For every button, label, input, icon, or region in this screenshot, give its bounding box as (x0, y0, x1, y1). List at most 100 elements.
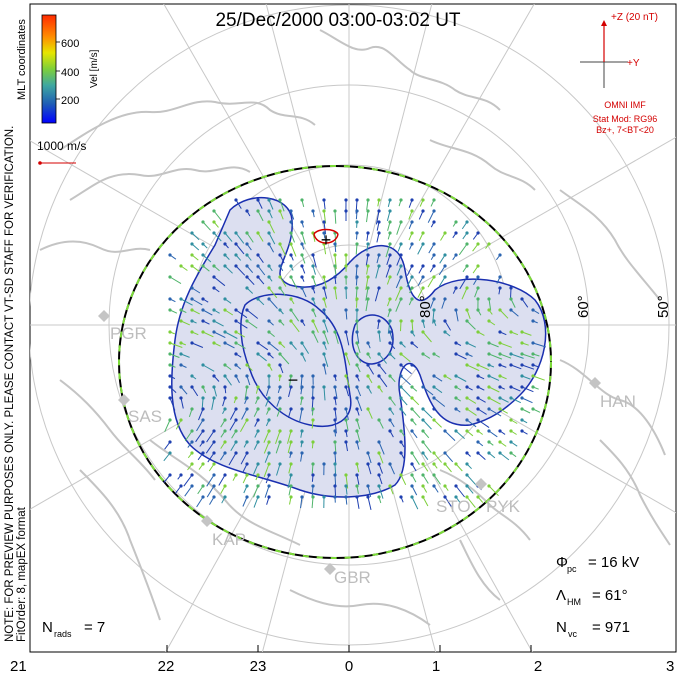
velocity-vector-origin (223, 418, 227, 422)
velocity-vector-origin (168, 363, 172, 367)
velocity-vector-origin (168, 308, 172, 312)
mlt-tick-0: 0 (345, 658, 353, 674)
velocity-vector-origin (300, 341, 304, 345)
velocity-vector-origin (377, 352, 381, 356)
velocity-vector-origin (520, 396, 524, 400)
velocity-vector (488, 397, 501, 405)
velocity-vector (202, 364, 215, 372)
velocity-vector-origin (311, 473, 315, 477)
velocity-vector-origin (355, 429, 359, 433)
velocity-vector (211, 397, 215, 410)
velocity-vector (499, 342, 512, 348)
velocity-vector-origin (289, 451, 293, 455)
velocity-vector-origin (212, 495, 216, 499)
velocity-vector (422, 419, 432, 430)
velocity-vector-origin (377, 209, 381, 213)
velocity-vector (241, 408, 248, 420)
velocity-vector-origin (432, 253, 436, 257)
velocity-vector-origin (179, 341, 183, 345)
velocity-vector-origin (487, 363, 491, 367)
velocity-vector (202, 331, 214, 338)
velocity-vector-origin (531, 319, 535, 323)
mlt-axis-ticks (29, 645, 677, 652)
velocity-vector-origin (278, 264, 282, 268)
velocity-vector-origin (520, 374, 524, 378)
velocity-vector-origin (454, 462, 458, 466)
phi-subscript: pc (567, 564, 577, 574)
velocity-vector-origin (322, 286, 326, 290)
velocity-vector-origin (289, 341, 293, 345)
velocity-vector-origin (333, 407, 337, 411)
map-title: 25/Dec/2000 03:00-03:02 UT (215, 10, 460, 31)
velocity-vector-origin (355, 440, 359, 444)
velocity-vector (184, 485, 193, 497)
colorbar-tick-600: 600 (61, 38, 79, 50)
velocity-vector-origin (344, 286, 348, 290)
velocity-vector (386, 210, 391, 222)
velocity-vector-origin (201, 297, 205, 301)
velocity-vector-origin (256, 341, 260, 345)
velocity-vector-origin (432, 462, 436, 466)
velocity-vector-origin (289, 462, 293, 466)
velocity-vector (279, 276, 287, 287)
velocity-vector-origin (520, 385, 524, 389)
velocity-vector-origin (212, 484, 216, 488)
velocity-vector-origin (333, 484, 337, 488)
velocity-vector-origin (311, 264, 315, 268)
velocity-vector-origin (344, 440, 348, 444)
velocity-vector (367, 408, 373, 419)
velocity-vector-origin (234, 319, 238, 323)
velocity-vector-origin (377, 253, 381, 257)
velocity-vector-origin (443, 297, 447, 301)
velocity-vector (169, 276, 182, 285)
velocity-vector-origin (278, 352, 282, 356)
velocity-vector-origin (454, 429, 458, 433)
velocity-vector-origin (355, 396, 359, 400)
velocity-vector (365, 298, 369, 312)
velocity-vector (375, 265, 380, 279)
velocity-vector (378, 452, 384, 464)
velocity-vector-origin (245, 308, 249, 312)
velocity-vector-origin (476, 429, 480, 433)
velocity-vector (198, 408, 204, 421)
velocity-vector (532, 342, 547, 348)
velocity-vector-origin (487, 385, 491, 389)
velocity-vector-origin (267, 396, 271, 400)
velocity-vector-origin (487, 308, 491, 312)
plot-frame (29, 3, 677, 653)
velocity-vector-origin (520, 363, 524, 367)
velocity-vector (455, 353, 467, 360)
velocity-vector-origin (234, 374, 238, 378)
velocity-vector (466, 408, 477, 416)
velocity-vector-origin (410, 286, 414, 290)
velocity-vector (323, 386, 326, 401)
velocity-vector (378, 364, 387, 375)
velocity-vector (300, 496, 303, 509)
velocity-vector-origin (465, 429, 469, 433)
velocity-vector-origin (223, 374, 227, 378)
velocity-vector (488, 430, 498, 438)
velocity-vector-origin (443, 231, 447, 235)
velocity-vector-origin (421, 429, 425, 433)
velocity-vector-origin (234, 242, 238, 246)
velocity-vector-origin (443, 451, 447, 455)
fit-order-note: FitOrder: 8, mapEX format (16, 506, 28, 642)
velocity-vector-origin (487, 451, 491, 455)
velocity-vector-origin (179, 385, 183, 389)
velocity-vector-origin (190, 374, 194, 378)
velocity-vector-origin (245, 473, 249, 477)
velocity-vector-origin (432, 374, 436, 378)
velocity-vector (312, 254, 317, 268)
velocity-vector (510, 353, 524, 359)
velocity-vector (356, 474, 360, 485)
velocity-vector (521, 364, 535, 370)
velocity-vector-origin (322, 297, 326, 301)
velocity-vector-origin (366, 275, 370, 279)
velocity-vector-origin (256, 429, 260, 433)
velocity-vector-origin (465, 462, 469, 466)
velocity-vector (268, 298, 278, 309)
velocity-vector-origin (498, 363, 502, 367)
velocity-vector-origin (179, 319, 183, 323)
velocity-vector-origin (498, 341, 502, 345)
velocity-vector (444, 452, 454, 463)
